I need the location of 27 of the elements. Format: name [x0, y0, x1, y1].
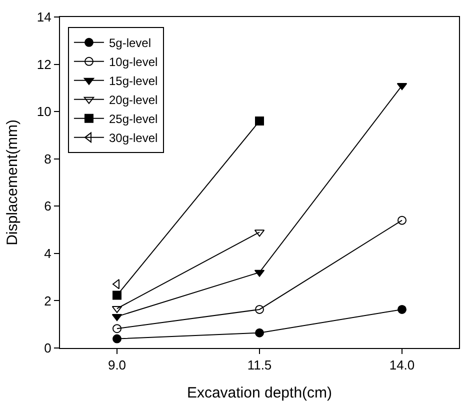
- legend-label: 10g-level: [108, 55, 158, 70]
- point: [112, 290, 122, 300]
- y-axis-title: Displacement(mm): [4, 120, 22, 246]
- y-tick-label: 8: [44, 151, 52, 166]
- y-tick-label: 14: [36, 10, 52, 25]
- y-tick-label: 2: [44, 293, 52, 308]
- legend-label: 20g-level: [108, 93, 158, 108]
- legend-label: 25g-level: [108, 112, 158, 126]
- point: [112, 324, 122, 334]
- y-tick-label: 10: [36, 104, 52, 120]
- x-tick-label: 9.0: [108, 358, 126, 373]
- y-tick-label: 4: [44, 246, 52, 261]
- legend-label: 30g-level: [108, 131, 158, 146]
- x-axis-title: Excavation depth(cm): [186, 384, 332, 402]
- point: [398, 304, 406, 314]
- y-tick-label: 0: [44, 340, 52, 356]
- legend-label: 5g-level: [108, 36, 152, 50]
- legend-label: 15g-level: [108, 74, 158, 88]
- point: [112, 334, 122, 344]
- y-tick-label: 6: [44, 198, 52, 214]
- point: [398, 216, 406, 225]
- y-tick-label: 12: [36, 56, 52, 72]
- point: [255, 116, 264, 126]
- x-tick-label: 14.0: [389, 358, 415, 373]
- point: [255, 328, 264, 338]
- point: [255, 304, 264, 314]
- x-tick-label: 11.5: [247, 358, 272, 373]
